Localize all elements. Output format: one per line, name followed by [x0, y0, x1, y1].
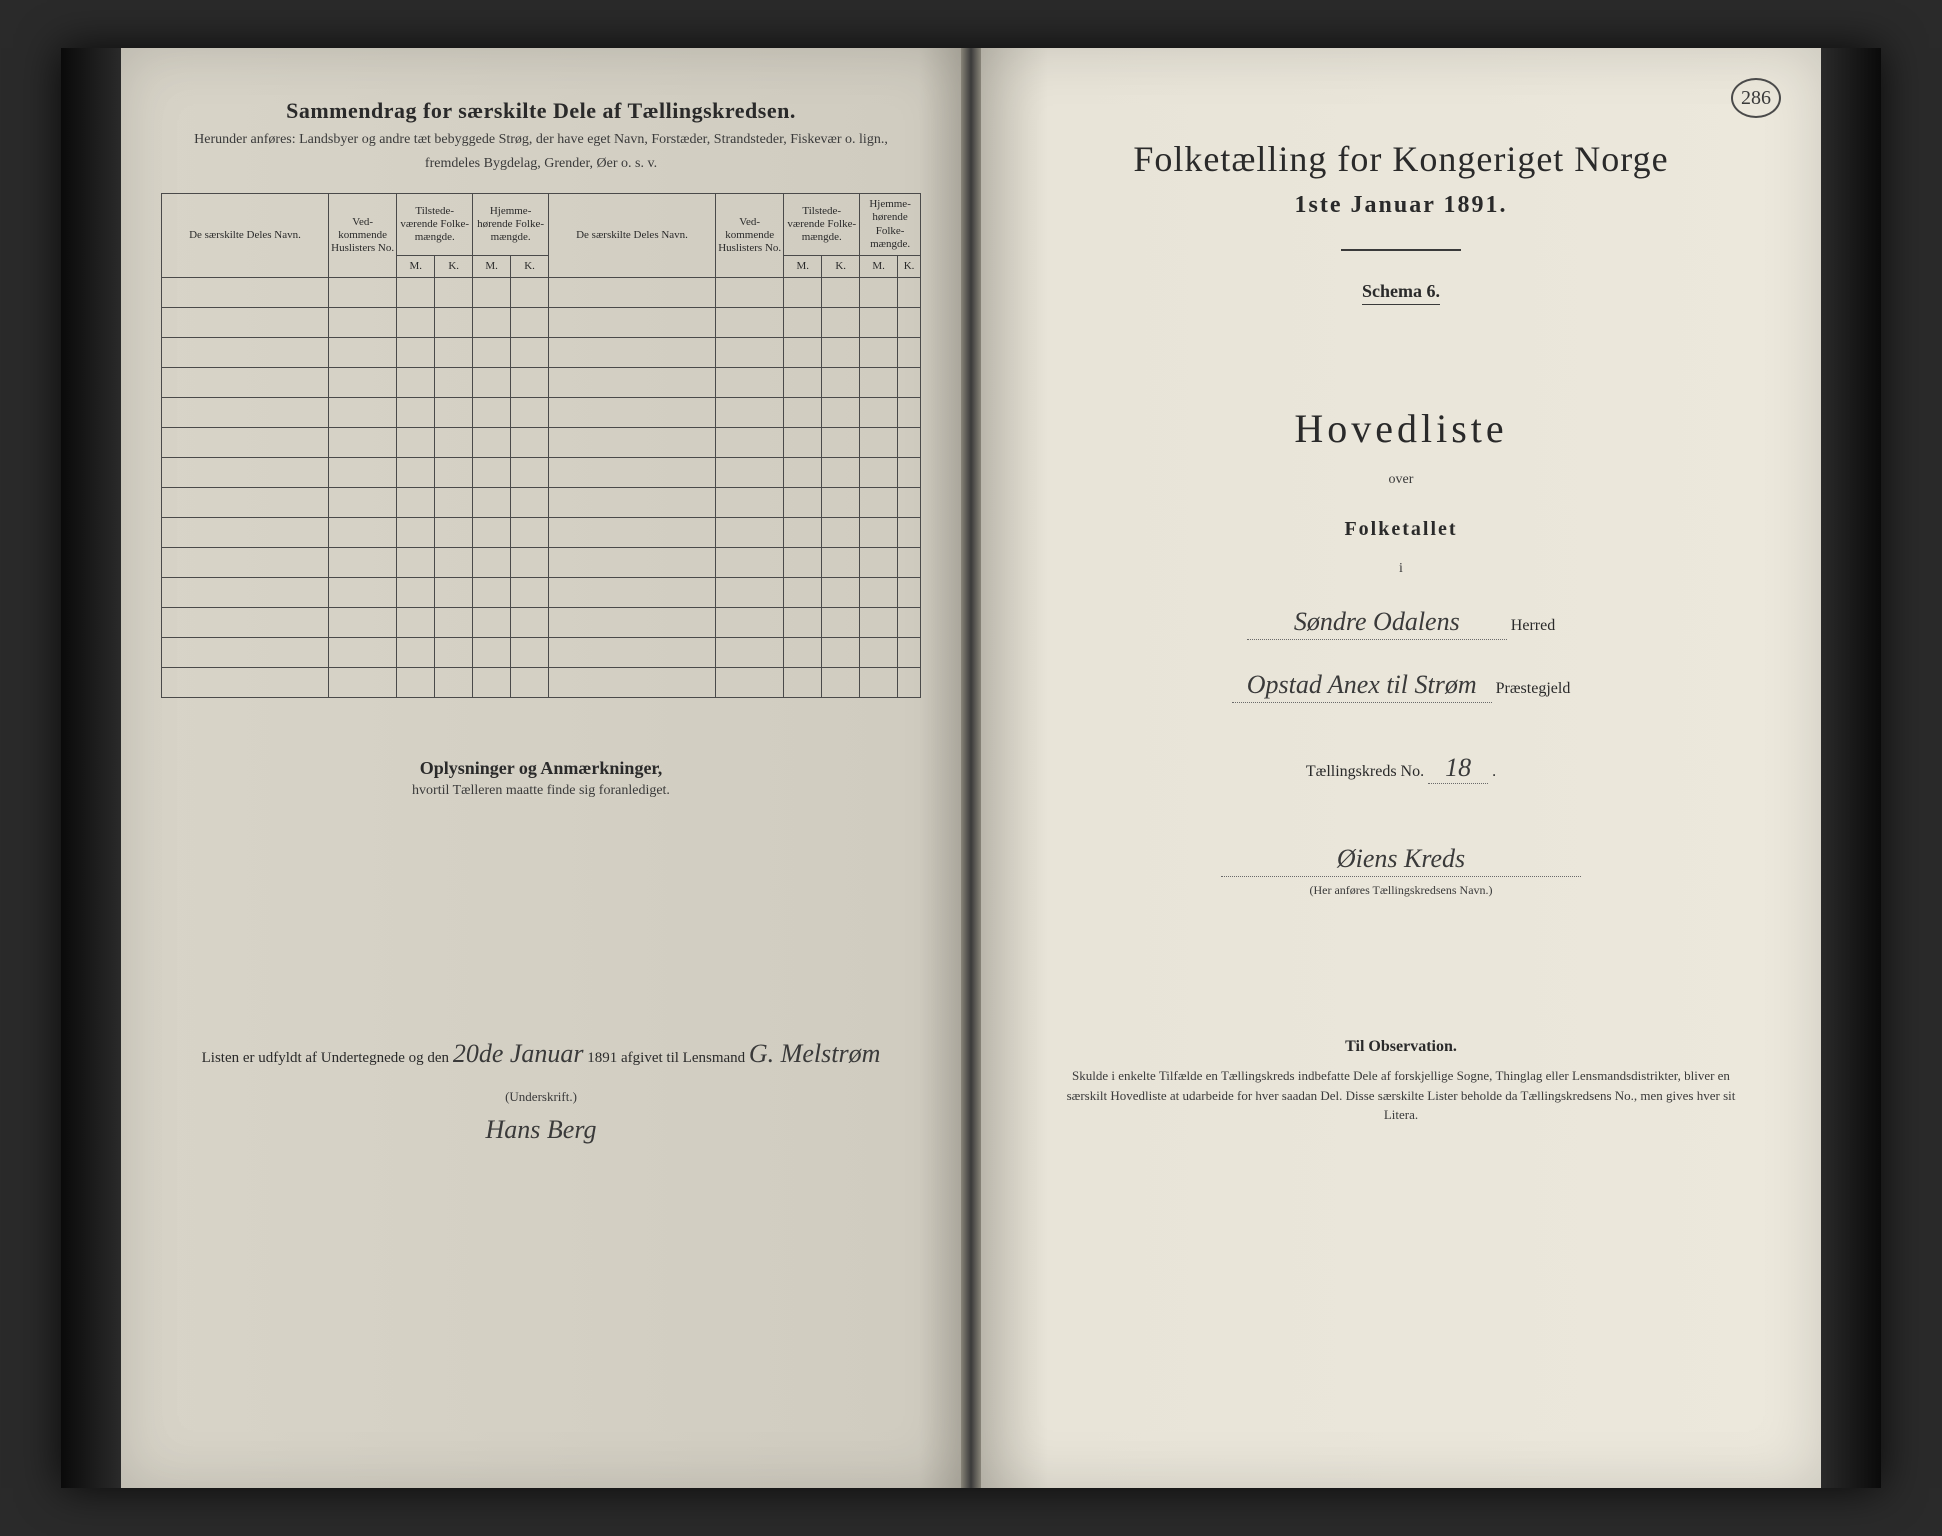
schema-label: Schema 6. — [1362, 281, 1440, 305]
left-title: Sammendrag for særskilte Dele af Tælling… — [161, 98, 921, 124]
kreds-label: Tællingskreds No. — [1306, 763, 1424, 780]
herred-field: Søndre Odalens Herred — [1021, 607, 1781, 640]
th-m: M. — [397, 255, 435, 277]
signature-line: Listen er udfyldt af Undertegnede og den… — [161, 1039, 921, 1069]
kreds-name-field: Øiens Kreds — [1021, 844, 1781, 877]
folketallet: Folketallet — [1021, 518, 1781, 541]
i-label: i — [1021, 561, 1781, 577]
kreds-name: Øiens Kreds — [1221, 844, 1581, 877]
th-k: K. — [822, 255, 860, 277]
right-page: 286 Folketælling for Kongeriget Norge 1s… — [981, 48, 1821, 1488]
binding-right — [1821, 48, 1881, 1488]
th-no-2: Ved-kommende Huslisters No. — [716, 194, 784, 278]
summary-tbody — [162, 278, 921, 698]
over: over — [1021, 472, 1781, 488]
page-number: 286 — [1731, 78, 1781, 118]
th-m: M. — [784, 255, 822, 277]
th-present-1: Tilstede-værende Folke-mængde. — [397, 194, 473, 256]
left-page: Sammendrag for særskilte Dele af Tælling… — [121, 48, 961, 1488]
obs-text: Skulde i enkelte Tilfælde en Tællingskre… — [1021, 1066, 1781, 1125]
left-subtitle-2: fremdeles Bygdelag, Grender, Øer o. s. v… — [161, 154, 921, 174]
kreds-no: 18 — [1428, 753, 1488, 784]
th-name-2: De særskilte Deles Navn. — [549, 194, 716, 278]
divider — [1341, 249, 1461, 251]
book-spread: Sammendrag for særskilte Dele af Tælling… — [61, 48, 1881, 1488]
oplys-sub: hvortil Tælleren maatte finde sig foranl… — [161, 783, 921, 799]
prgjeld-label: Præstegjeld — [1496, 680, 1571, 697]
th-m: M. — [473, 255, 511, 277]
herred-label: Herred — [1511, 617, 1555, 634]
th-m: M. — [860, 255, 898, 277]
sig-date: 20de Januar — [453, 1039, 584, 1068]
sig-mid: 1891 afgivet til Lensmand — [587, 1050, 745, 1066]
th-present-2: Tilstede-værende Folke-mængde. — [784, 194, 860, 256]
th-name-1: De særskilte Deles Navn. — [162, 194, 329, 278]
obs-title: Til Observation. — [1021, 1038, 1781, 1056]
binding-left — [61, 48, 121, 1488]
census-date: 1ste Januar 1891. — [1021, 192, 1781, 219]
oplys-title: Oplysninger og Anmærkninger, — [161, 758, 921, 779]
sig-name: G. Melstrøm — [749, 1039, 880, 1068]
prgjeld-field: Opstad Anex til Strøm Præstegjeld — [1021, 670, 1781, 703]
kreds-no-field: Tællingskreds No. 18 . — [1021, 753, 1781, 784]
census-title: Folketælling for Kongeriget Norge — [1021, 138, 1781, 180]
th-k: K. — [898, 255, 921, 277]
herred-value: Søndre Odalens — [1247, 607, 1507, 640]
kreds-sub: (Her anføres Tællingskredsens Navn.) — [1021, 883, 1781, 898]
th-resident-2: Hjemme-hørende Folke-mængde. — [860, 194, 921, 256]
th-resident-1: Hjemme-hørende Folke-mængde. — [473, 194, 549, 256]
summary-table: De særskilte Deles Navn. Ved-kommende Hu… — [161, 193, 921, 698]
gutter — [961, 48, 981, 1488]
th-k: K. — [511, 255, 549, 277]
left-subtitle-1: Herunder anføres: Landsbyer og andre tæt… — [161, 130, 921, 150]
th-k: K. — [435, 255, 473, 277]
th-no-1: Ved-kommende Huslisters No. — [328, 194, 396, 278]
sig-prefix: Listen er udfyldt af Undertegnede og den — [202, 1050, 449, 1066]
underscript: (Underskrift.) — [161, 1089, 921, 1105]
hovedliste: Hovedliste — [1021, 405, 1781, 452]
prgjeld-value: Opstad Anex til Strøm — [1232, 670, 1492, 703]
sig2: Hans Berg — [161, 1115, 921, 1145]
